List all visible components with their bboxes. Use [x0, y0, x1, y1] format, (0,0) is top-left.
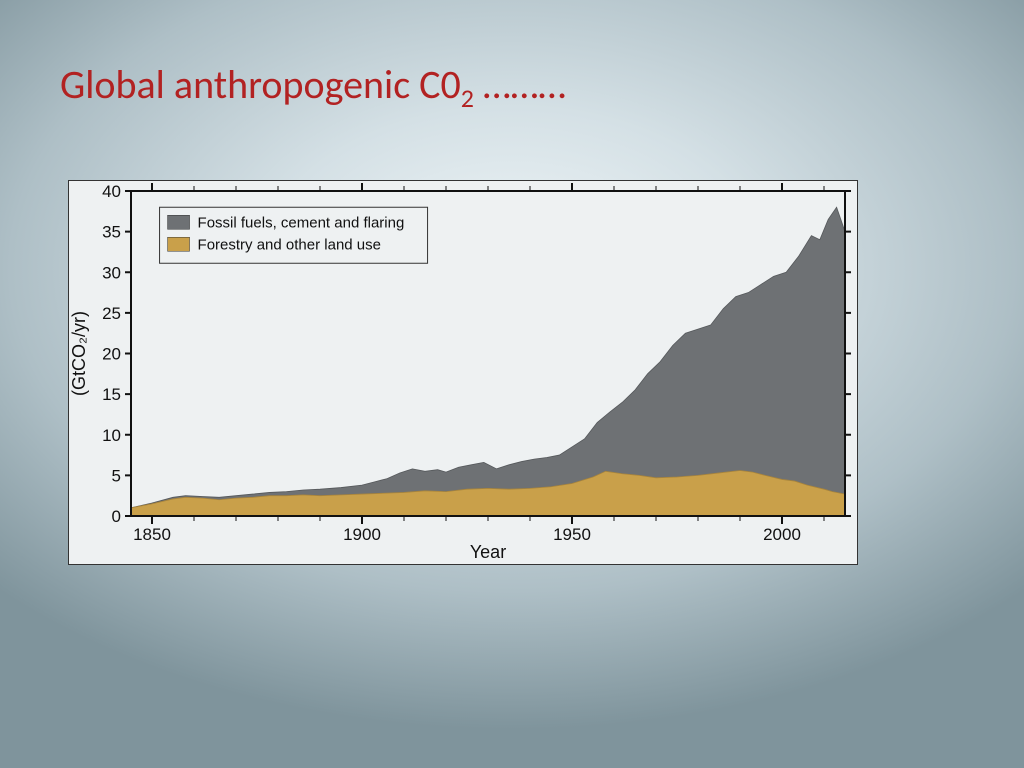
xlabel: Year [470, 542, 506, 562]
ytick-label: 10 [102, 426, 121, 445]
ytick-label: 5 [112, 466, 121, 485]
emissions-chart: 0 5 10 15 20 25 30 35 40 1850 1900 1950 2000 Year (GtC… [68, 180, 858, 565]
ytick-label: 25 [102, 304, 121, 323]
title-prefix: Global anthropogenic C0 [60, 60, 461, 109]
xtick-label: 1900 [343, 525, 381, 544]
legend-label: Fossil fuels, cement and flaring [198, 214, 405, 231]
title-subscript: 2 [461, 82, 474, 114]
legend-label: Forestry and other land use [198, 236, 381, 253]
legend-swatch [168, 215, 190, 229]
ytick-label: 35 [102, 223, 121, 242]
ytick-label: 30 [102, 263, 121, 282]
ytick-label: 0 [112, 507, 121, 526]
ytick-label: 20 [102, 345, 121, 364]
chart-svg: 0 5 10 15 20 25 30 35 40 1850 1900 1950 2000 Year (GtC… [69, 181, 857, 564]
xtick-label: 2000 [763, 525, 801, 544]
area-total_emissions [131, 207, 845, 516]
title-suffix: ……… [474, 60, 566, 109]
xtick-label: 1950 [553, 525, 591, 544]
legend-swatch [168, 237, 190, 251]
xtick-label: 1850 [133, 525, 171, 544]
ylabel: (GtCO₂/yr) [69, 311, 89, 396]
slide-title: Global anthropogenic C02 ……… [60, 60, 566, 114]
ytick-label: 40 [102, 182, 121, 201]
ytick-label: 15 [102, 385, 121, 404]
slide: Global anthropogenic C02 ……… 0 5 10 15 20 25 3… [0, 0, 1024, 768]
